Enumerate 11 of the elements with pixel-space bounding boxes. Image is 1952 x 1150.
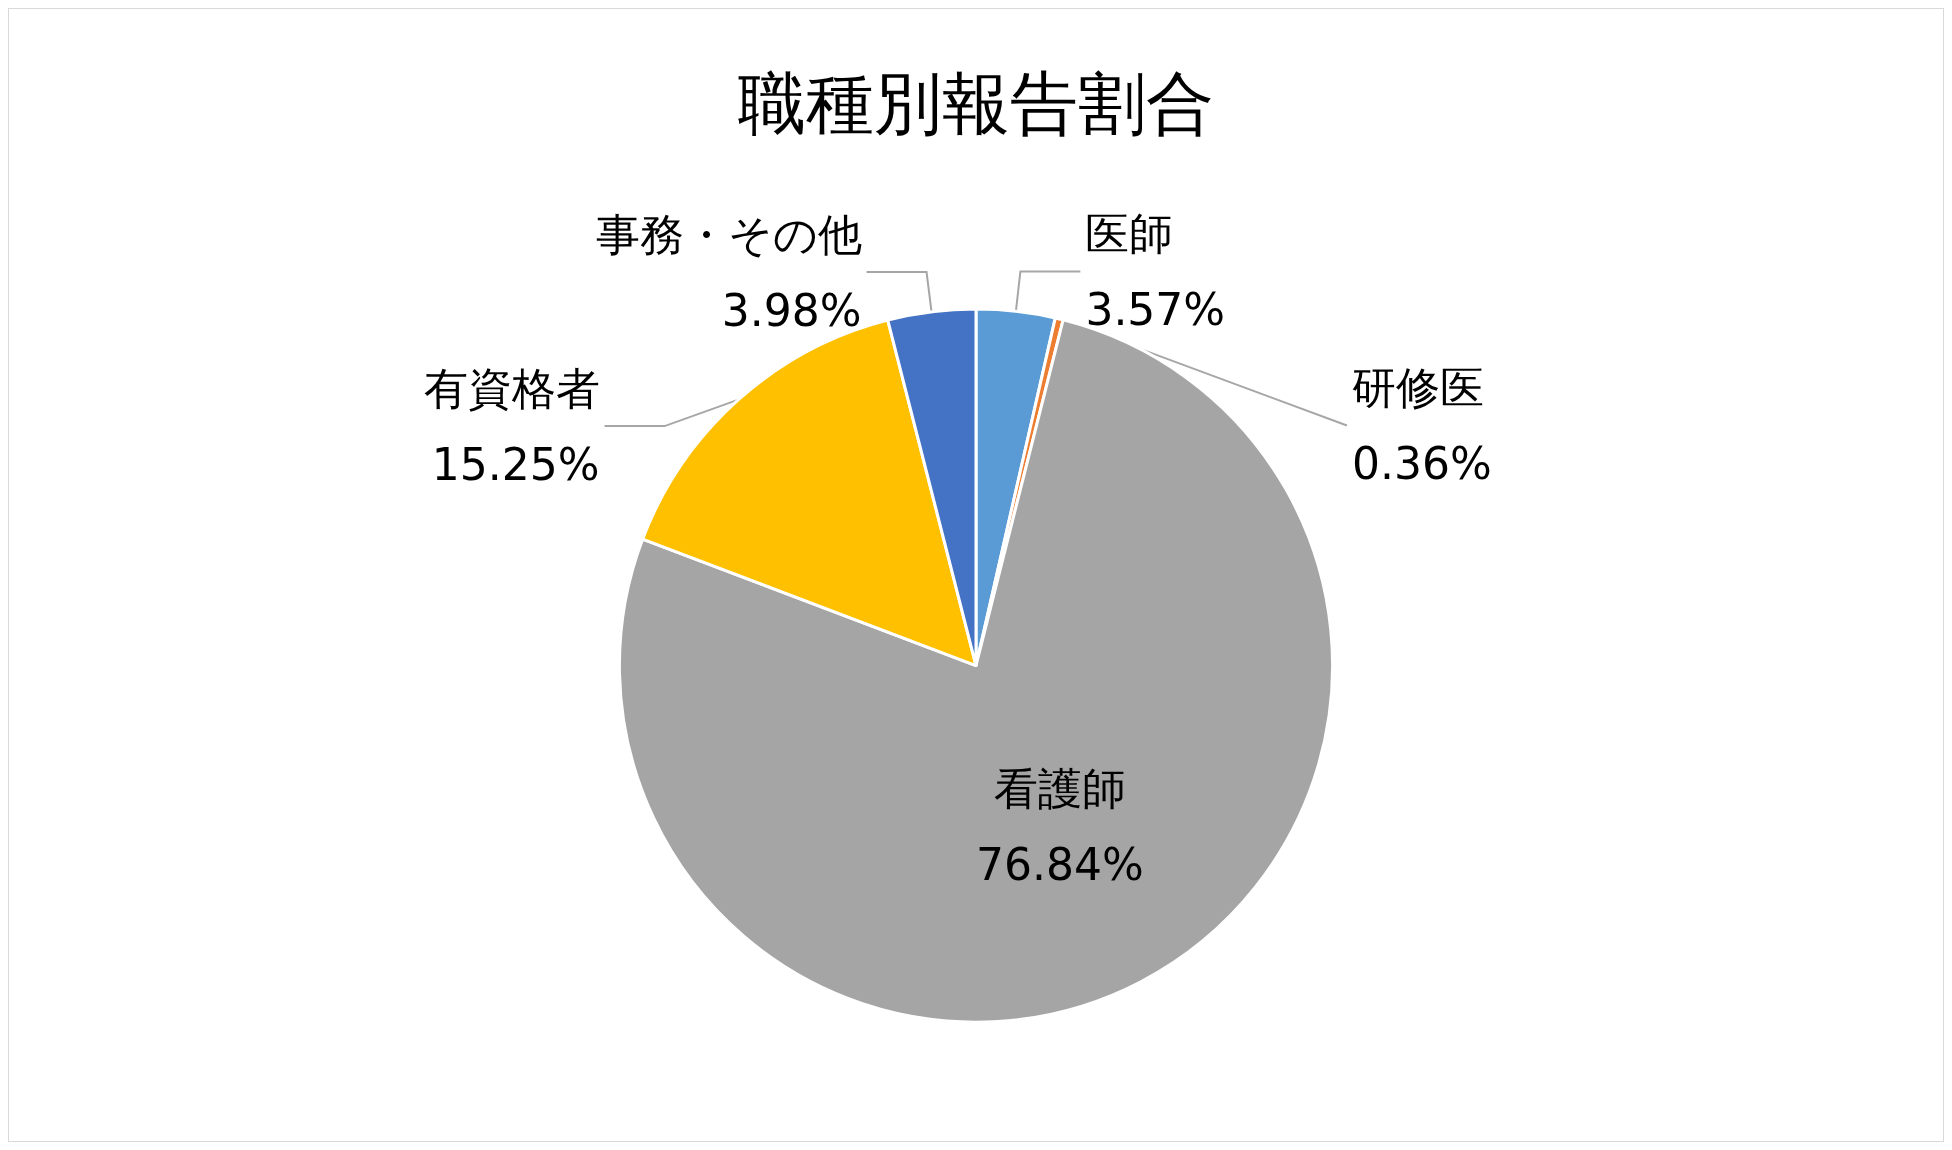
slice-label: 看護師 — [993, 762, 1126, 814]
slice-label: 有資格者 — [423, 362, 600, 414]
data-label: 0.36% — [1351, 437, 1492, 489]
slice-label: 医師 — [1085, 207, 1174, 259]
data-label: 76.84% — [975, 838, 1144, 890]
data-label: 3.57% — [1085, 283, 1226, 335]
chart-title: 職種別報告割合 — [738, 63, 1214, 143]
slice-label: 研修医 — [1351, 361, 1484, 413]
data-label: 15.25% — [431, 438, 600, 490]
data-label: 3.98% — [721, 284, 862, 336]
slice-label: 事務・その他 — [595, 208, 862, 260]
